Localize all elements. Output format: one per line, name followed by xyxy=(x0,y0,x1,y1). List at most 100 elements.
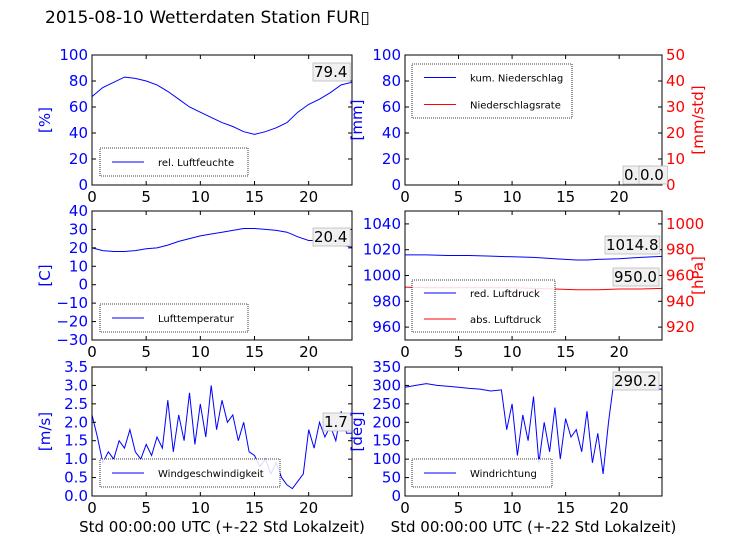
pressure-xtick-label: 10 xyxy=(503,343,522,361)
humidity-ytick-label: 60 xyxy=(69,98,88,116)
windspeed-ytick-label: 2.0 xyxy=(64,413,88,431)
humidity-xtick-label: 0 xyxy=(87,188,97,206)
precipitation-plot-frame xyxy=(404,54,663,186)
temperature-xtick-label: 0 xyxy=(87,343,97,361)
precipitation-legend-label: Niederschlagsrate xyxy=(470,101,561,112)
winddirection-plot-frame xyxy=(404,366,663,497)
precipitation-y2label: [mm/std] xyxy=(689,85,707,154)
windspeed-legend-label: Windgeschwindigkeit xyxy=(158,469,264,480)
humidity-last-value: 79.4 xyxy=(314,63,347,81)
temperature-ytick-label: −30 xyxy=(56,331,88,349)
pressure-legend-label: red. Luftdruck xyxy=(470,289,540,300)
pressure-ytick-label: 1000 xyxy=(363,267,401,285)
humidity-ytick-label: 0 xyxy=(78,176,88,194)
precipitation-y2tick-label: 30 xyxy=(666,98,685,116)
winddirection-ytick-label: 350 xyxy=(372,358,401,376)
temperature-ytick-label: 0 xyxy=(78,276,88,294)
humidity-xtick-label: 5 xyxy=(141,188,151,206)
winddirection-xlabel: Std 00:00:00 UTC (+-22 Std Lokalzeit) xyxy=(391,518,677,536)
humidity-xtick-label: 10 xyxy=(191,188,210,206)
pressure-xtick-label: 15 xyxy=(556,343,575,361)
temperature-xtick-label: 5 xyxy=(141,343,151,361)
humidity-xtick-label: 20 xyxy=(299,188,318,206)
humidity-ytick-label: 20 xyxy=(69,150,88,168)
winddirection-last-value: 290.2 xyxy=(614,372,657,390)
precipitation-ytick-label: 80 xyxy=(382,72,401,90)
pressure-y2tick-label: 920 xyxy=(666,318,695,336)
precipitation-ytick-label: 20 xyxy=(382,150,401,168)
winddirection-ytick-label: 0 xyxy=(391,487,401,505)
windspeed-ytick-label: 0.5 xyxy=(64,469,88,487)
precipitation-xtick-label: 20 xyxy=(610,188,629,206)
windspeed-xtick-label: 0 xyxy=(87,499,97,517)
winddirection-legend-label: Windrichtung xyxy=(470,469,537,480)
winddirection-ytick-label: 250 xyxy=(372,395,401,413)
pressure-ytick-label: 1020 xyxy=(363,241,401,259)
precipitation-legend-box xyxy=(411,63,573,119)
precipitation-y2tick-label: 10 xyxy=(666,150,685,168)
temperature-ytick-label: −10 xyxy=(56,294,88,312)
windspeed-ytick-label: 1.0 xyxy=(64,450,88,468)
pressure-legend-label: abs. Luftdruck xyxy=(470,315,541,326)
winddirection-ytick-label: 100 xyxy=(372,450,401,468)
humidity-xtick-label: 15 xyxy=(245,188,264,206)
winddirection-ylabel: [deg] xyxy=(348,412,366,452)
humidity-plot-frame xyxy=(91,54,353,186)
temperature-plot-frame xyxy=(91,210,353,341)
winddirection-ytick-label: 200 xyxy=(372,413,401,431)
pressure-last-value-box xyxy=(612,267,660,287)
windspeed-series-0-line xyxy=(91,385,352,490)
pressure-xtick-label: 20 xyxy=(610,343,629,361)
precipitation-ytick-label: 0 xyxy=(391,176,401,194)
pressure-y2tick-label: 980 xyxy=(666,241,695,259)
pressure-y2label: [hPa] xyxy=(689,256,707,295)
temperature-series-0-line xyxy=(91,228,353,252)
precipitation-xtick-label: 0 xyxy=(400,188,410,206)
pressure-ytick-label: 960 xyxy=(372,318,401,336)
pressure-xtick-label: 0 xyxy=(400,343,410,361)
windspeed-xlabel: Std 00:00:00 UTC (+-22 Std Lokalzeit) xyxy=(79,518,365,536)
pressure-y2tick-label: 1000 xyxy=(666,215,704,233)
precipitation-xtick-label: 10 xyxy=(503,188,522,206)
precipitation-xtick-label: 5 xyxy=(454,188,464,206)
temperature-xtick-label: 15 xyxy=(245,343,264,361)
winddirection-ytick-label: 150 xyxy=(372,432,401,450)
windspeed-plot-frame xyxy=(91,366,353,497)
temperature-last-value-box xyxy=(312,227,351,247)
precipitation-ylabel: [mm] xyxy=(348,100,366,141)
pressure-legend-box xyxy=(411,279,556,333)
winddirection-xtick-label: 15 xyxy=(556,499,575,517)
temperature-xtick-label: 20 xyxy=(299,343,318,361)
pressure-last-value: 1014.8 xyxy=(606,236,659,254)
pressure-series-0-line xyxy=(405,254,663,261)
humidity-series-0-line xyxy=(91,76,353,135)
humidity-last-value-box xyxy=(312,62,351,82)
windspeed-ytick-label: 2.5 xyxy=(64,395,88,413)
windspeed-xtick-label: 20 xyxy=(299,499,318,517)
windspeed-last-value: 1.7 xyxy=(324,413,348,431)
temperature-legend-label: Lufttemperatur xyxy=(158,314,235,325)
precipitation-y2tick-label: 20 xyxy=(666,124,685,142)
windspeed-last-value-box xyxy=(322,412,352,432)
winddirection-ytick-label: 50 xyxy=(382,469,401,487)
temperature-ytick-label: 10 xyxy=(69,257,88,275)
winddirection-xtick-label: 0 xyxy=(400,499,410,517)
pressure-xtick-label: 5 xyxy=(454,343,464,361)
temperature-ytick-label: 20 xyxy=(69,239,88,257)
temperature-legend-box xyxy=(99,303,249,333)
precipitation-y2tick-label: 50 xyxy=(666,46,685,64)
precipitation-legend-label: kum. Niederschlag xyxy=(470,74,563,85)
precipitation-last-value: 0.0 xyxy=(640,166,664,184)
temperature-last-value: 20.4 xyxy=(314,228,347,246)
windspeed-xtick-label: 5 xyxy=(141,499,151,517)
temperature-ylabel: [C] xyxy=(36,264,54,286)
temperature-ytick-label: −20 xyxy=(56,313,88,331)
precipitation-ytick-label: 100 xyxy=(372,46,401,64)
pressure-last-value-box xyxy=(604,235,661,255)
precipitation-ytick-label: 40 xyxy=(382,124,401,142)
precipitation-xtick-label: 15 xyxy=(556,188,575,206)
humidity-ytick-label: 100 xyxy=(59,46,88,64)
winddirection-xtick-label: 5 xyxy=(454,499,464,517)
windspeed-ytick-label: 3.5 xyxy=(64,358,88,376)
